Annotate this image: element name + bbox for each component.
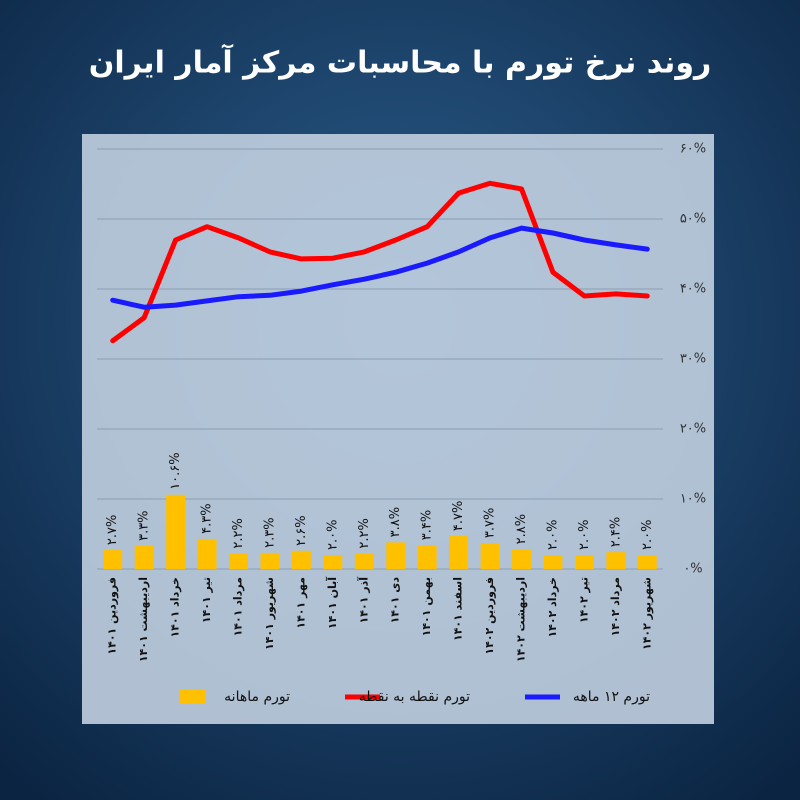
y-tick-label: ۲۰% [680, 422, 706, 437]
value-label: ۳.۸% [388, 507, 403, 537]
value-label: ۲.۲% [231, 518, 246, 548]
value-label: ۱۰.۶% [168, 452, 183, 489]
chart-title: روند نرخ تورم با محاسبات مرکز آمار ایران [89, 44, 712, 81]
value-label: ۲.۳% [262, 517, 277, 547]
x-tick-label: اسفند ۱۴۰۱ [452, 577, 465, 641]
y-tick-label: ۶۰% [680, 142, 706, 157]
x-tick-label: شهریور ۱۴۰۲ [640, 577, 653, 650]
bar [606, 552, 626, 569]
y-tick-label: ۱۰% [680, 492, 706, 507]
x-tick-label: فروردین ۱۴۰۲ [483, 577, 496, 655]
value-label: ۴.۳% [200, 503, 215, 533]
line [110, 225, 650, 310]
value-label: ۲.۶% [294, 515, 309, 545]
x-tick-label: آبان ۱۴۰۱ [325, 577, 339, 629]
value-label: ۲.۰% [577, 520, 592, 550]
bar [197, 538, 217, 569]
bar [291, 550, 311, 569]
legend: تورم ماهانه تورم نقطه به نقطه تورم ۱۲ ماهه [180, 689, 650, 705]
bar [574, 555, 594, 569]
x-tick-label: اردیبهشت ۱۴۰۱ [137, 577, 150, 662]
x-tick-label: مهر ۱۴۰۱ [294, 577, 307, 629]
legend-label: تورم ماهانه [224, 689, 290, 705]
bar [637, 555, 657, 569]
bar [260, 552, 280, 569]
bar [417, 545, 437, 569]
value-label: ۲.۰% [640, 520, 655, 550]
legend-label: تورم ۱۲ ماهه [573, 689, 650, 705]
value-label: ۳.۷% [483, 508, 498, 538]
value-label: ۳.۳% [137, 510, 152, 540]
x-tick-label: تیر ۱۴۰۱ [200, 577, 213, 623]
bar [543, 555, 563, 569]
x-tick-label: دی ۱۴۰۱ [389, 577, 402, 624]
value-label: ۲.۸% [514, 514, 529, 544]
y-tick-label: ۴۰% [680, 282, 706, 297]
legend-swatch [180, 690, 206, 704]
bar [134, 545, 154, 569]
value-label: ۲.۰% [325, 520, 340, 550]
y-tick-label: ۳۰% [680, 352, 706, 367]
value-label: ۳.۴% [420, 510, 435, 540]
x-tick-label: بهمن ۱۴۰۱ [420, 577, 433, 636]
bar [166, 494, 186, 569]
value-label: ۴.۷% [451, 501, 466, 531]
x-tick-label: شهریور ۱۴۰۱ [263, 577, 276, 650]
line [110, 180, 650, 344]
bar [449, 536, 469, 569]
value-label: ۲.۷% [105, 515, 120, 545]
value-label: ۲.۴% [608, 517, 623, 547]
x-tick-label: مرداد ۱۴۰۱ [232, 577, 245, 636]
bar [480, 543, 500, 569]
bar [512, 549, 531, 569]
bar [386, 542, 406, 569]
value-label: ۲.۲% [357, 518, 372, 548]
x-tick-label: فروردین ۱۴۰۱ [106, 577, 119, 655]
x-tick-label: تیر ۱۴۰۲ [577, 577, 590, 623]
bar [354, 553, 374, 569]
x-tick-label: اردیبهشت ۱۴۰۲ [515, 577, 528, 662]
x-tick-label: مرداد ۱۴۰۲ [609, 577, 622, 636]
value-label: ۲.۰% [545, 520, 560, 550]
bar [323, 555, 343, 569]
legend-label: تورم نقطه به نقطه [359, 689, 470, 705]
bar [103, 550, 123, 569]
y-tick-label: ۰% [683, 562, 702, 577]
y-tick-label: ۵۰% [680, 212, 706, 227]
x-tick-label: خرداد ۱۴۰۲ [546, 577, 559, 638]
bar [229, 553, 248, 569]
x-tick-label: آذر ۱۴۰۱ [356, 577, 370, 624]
x-tick-label: خرداد ۱۴۰۱ [169, 577, 182, 638]
